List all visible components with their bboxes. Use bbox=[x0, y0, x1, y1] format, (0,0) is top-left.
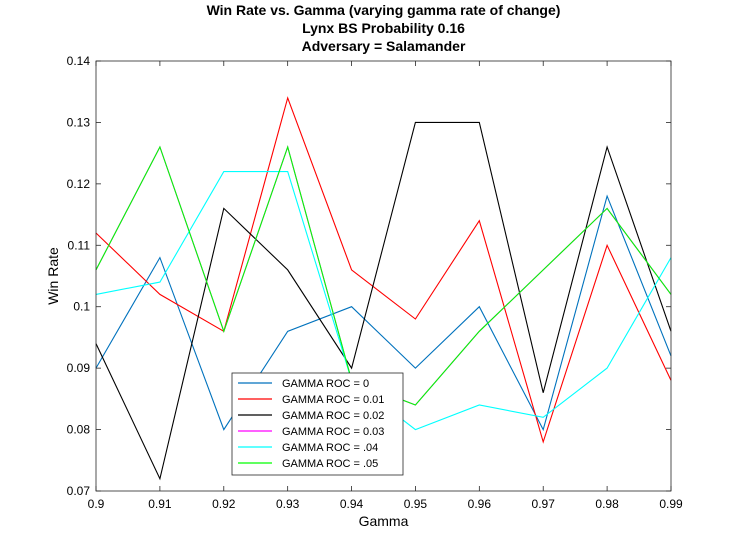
legend-label: GAMMA ROC = 0.01 bbox=[282, 394, 384, 406]
x-tick-label: 0.94 bbox=[340, 497, 364, 511]
y-tick-label: 0.11 bbox=[68, 238, 91, 252]
x-tick-label: 0.9 bbox=[88, 497, 105, 511]
x-tick-label: 0.92 bbox=[212, 497, 236, 511]
title-line-1: Win Rate vs. Gamma (varying gamma rate o… bbox=[207, 2, 561, 18]
y-tick-label: 0.13 bbox=[67, 115, 91, 129]
x-tick-label: 0.97 bbox=[532, 497, 556, 511]
y-axis-label: Win Rate bbox=[45, 247, 61, 305]
x-axis-ticks: 0.9 0.91 0.92 0.93 0.94 0.95 0.96 0.97 0.98 0.99 bbox=[88, 61, 683, 511]
series-line-3 bbox=[95, 121, 672, 481]
y-tick-label: 0.1 bbox=[73, 300, 90, 314]
legend-label: GAMMA ROC = 0.02 bbox=[282, 410, 384, 422]
x-tick-label: 0.99 bbox=[659, 497, 683, 511]
title-line-3: Adversary = Salamander bbox=[302, 38, 466, 54]
x-tick-label: 0.96 bbox=[468, 497, 492, 511]
y-tick-label: 0.07 bbox=[67, 484, 91, 498]
axes-box bbox=[95, 60, 672, 492]
x-tick-label: 0.91 bbox=[148, 497, 172, 511]
title-line-2: Lynx BS Probability 0.16 bbox=[302, 20, 465, 36]
y-tick-label: 0.08 bbox=[67, 423, 91, 437]
x-tick-label: 0.95 bbox=[404, 497, 428, 511]
legend-label: GAMMA ROC = 0 bbox=[282, 378, 369, 390]
x-tick-label: 0.93 bbox=[276, 497, 300, 511]
axes bbox=[95, 60, 672, 492]
legend: GAMMA ROC = 0 GAMMA ROC = 0.01 GAMMA ROC =… bbox=[231, 372, 404, 476]
x-tick-label: 0.98 bbox=[595, 497, 619, 511]
y-tick-label: 0.09 bbox=[67, 361, 91, 375]
legend-label: GAMMA ROC = .04 bbox=[282, 442, 378, 454]
y-axis-ticks: 0.07 0.08 0.09 0.1 0.11 0.12 0.13 0.14 bbox=[67, 54, 671, 498]
legend-label: GAMMA ROC = 0.03 bbox=[282, 426, 384, 438]
y-tick-label: 0.14 bbox=[67, 54, 91, 68]
chart-title: Win Rate vs. Gamma (varying gamma rate o… bbox=[207, 2, 561, 54]
legend-label: GAMMA ROC = .05 bbox=[282, 458, 378, 470]
legend-box bbox=[231, 372, 404, 476]
series-line-2 bbox=[95, 96, 672, 444]
x-axis-label: Gamma bbox=[359, 513, 409, 529]
y-tick-label: 0.12 bbox=[67, 177, 91, 191]
